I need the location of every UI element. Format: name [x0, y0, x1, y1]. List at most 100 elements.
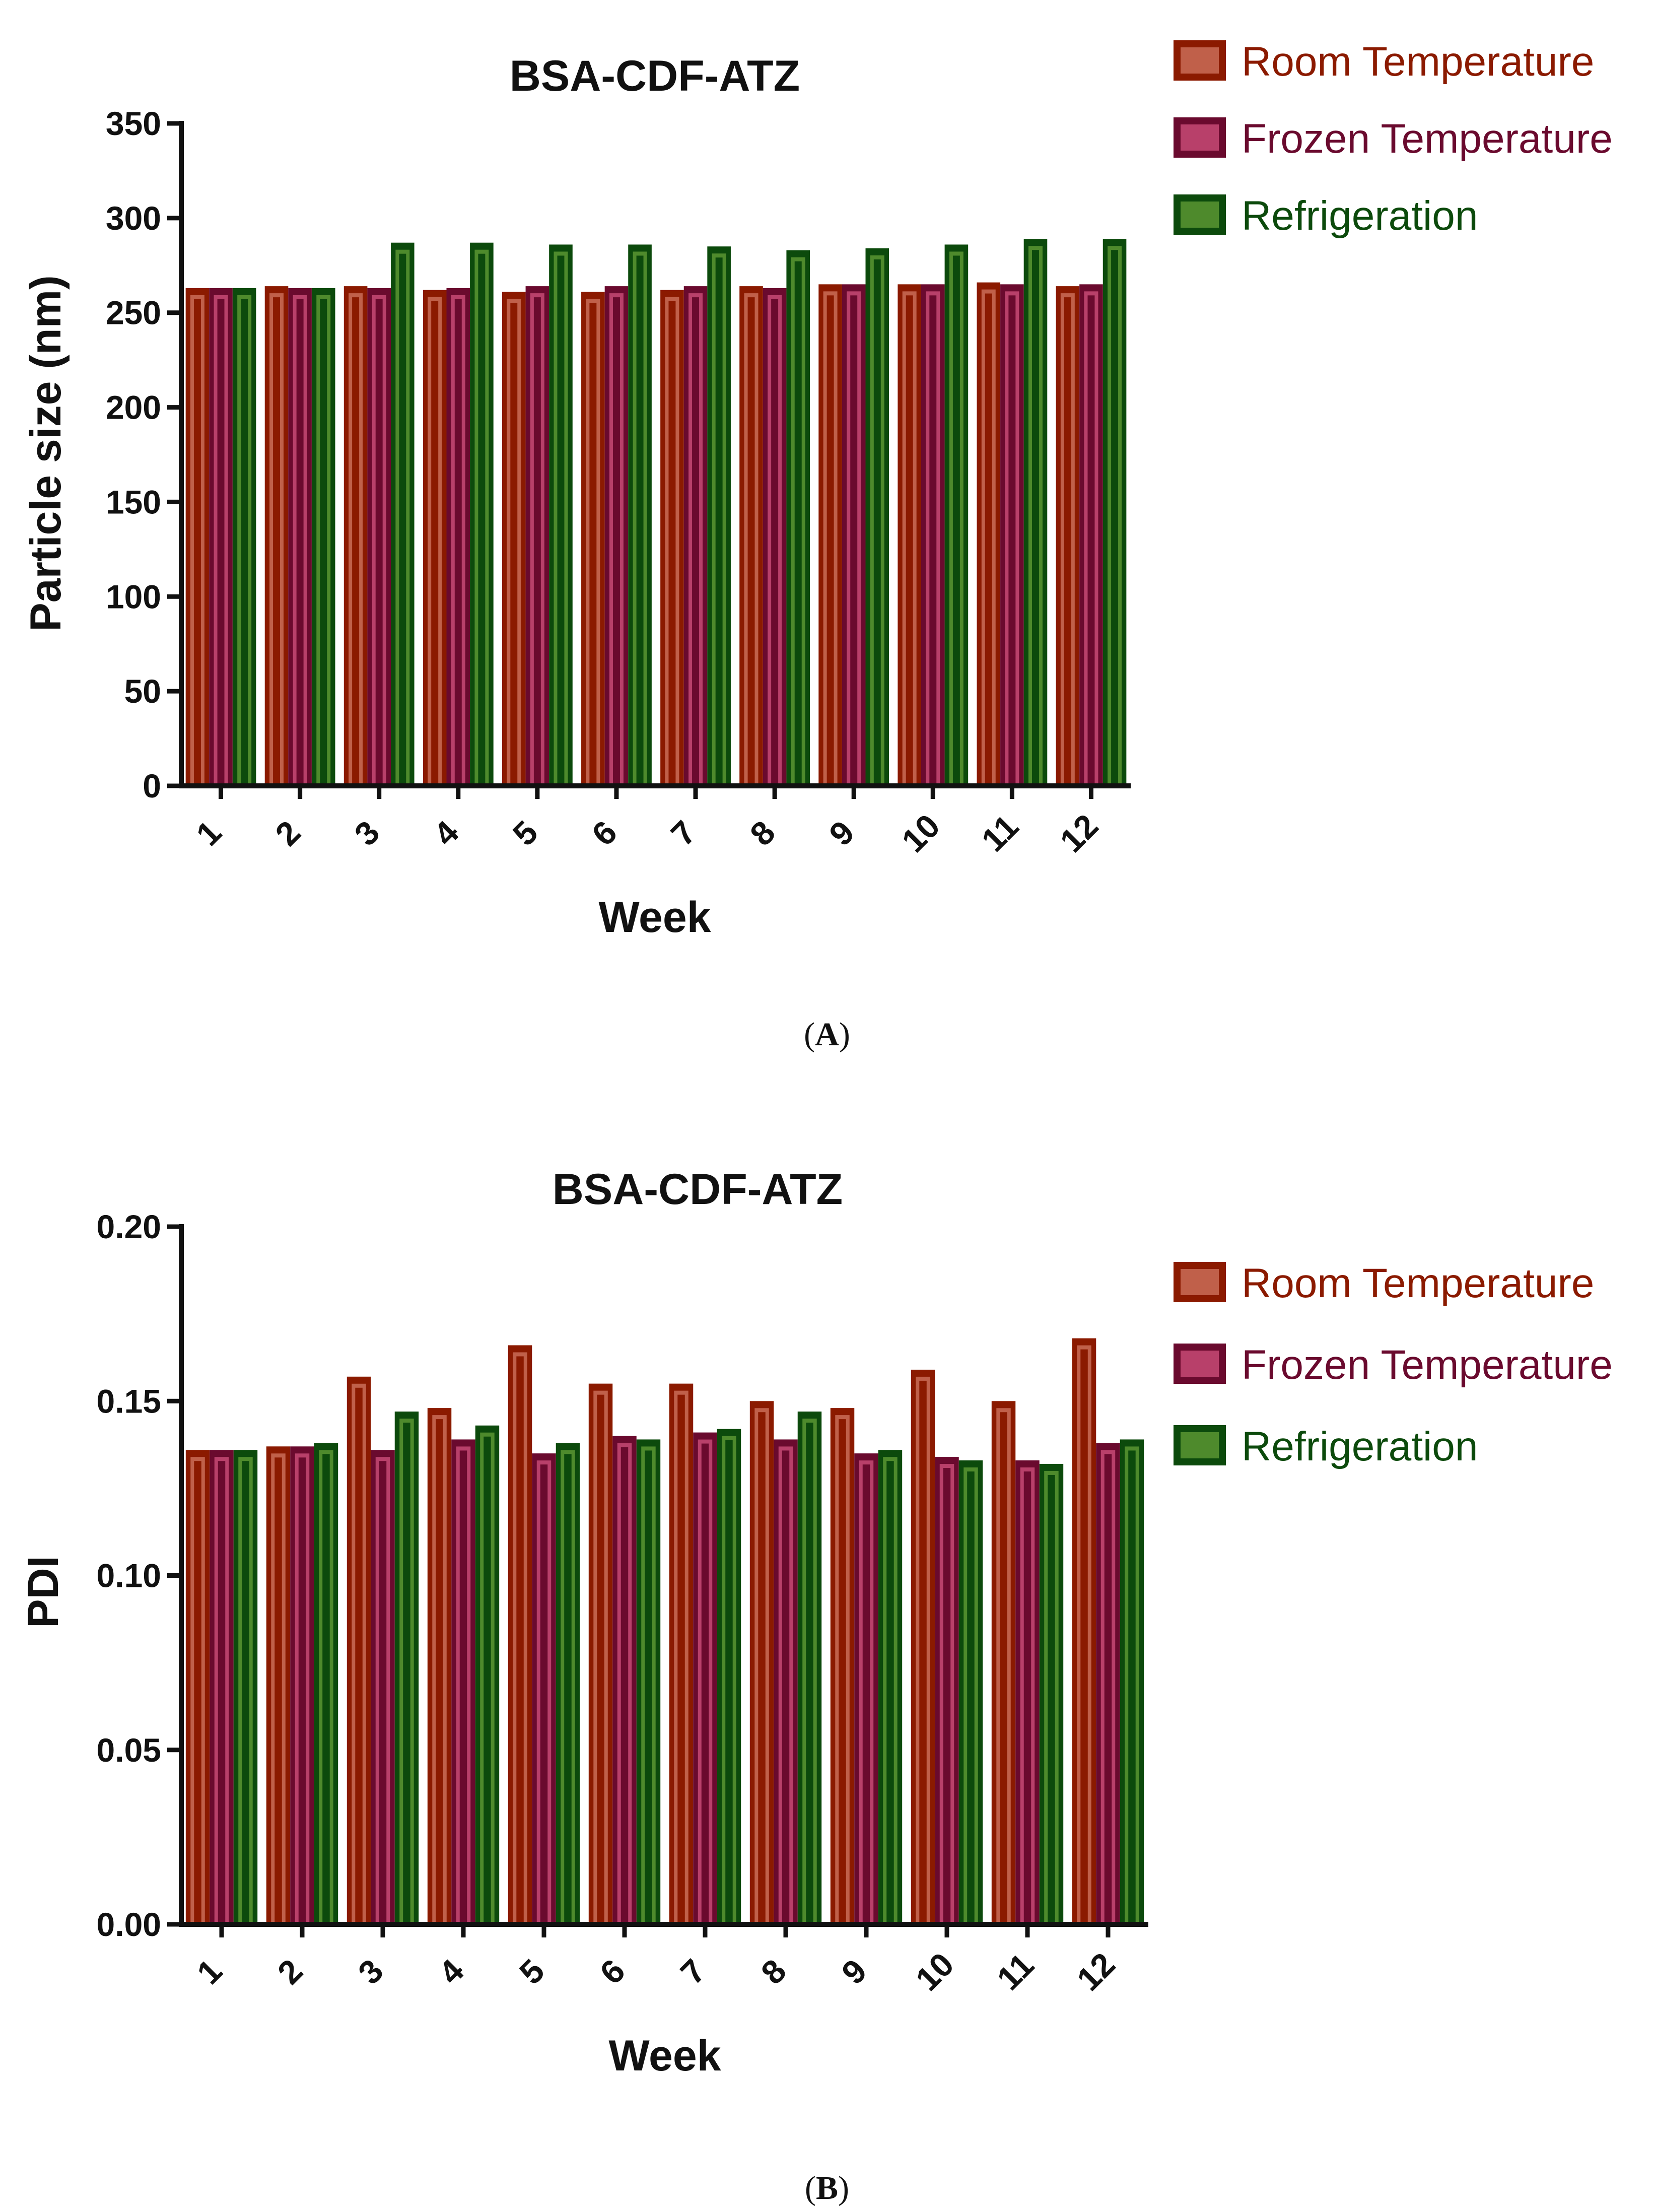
bar-refrigeration-core — [557, 255, 565, 786]
x-tick-label: 10 — [909, 1946, 961, 1998]
legend-label: Frozen Temperature — [1242, 1342, 1613, 1388]
bar-frozen — [371, 1450, 395, 1924]
bar-frozen — [604, 286, 629, 786]
bar-refrigeration — [797, 1412, 822, 1924]
bar-frozen-core — [454, 299, 462, 786]
plot-area: 0.000.050.100.150.201 2 3 4 5 6 7 8 9 10 11 12 — [97, 1208, 1148, 1998]
bar-frozen-core — [298, 1457, 306, 1924]
panel-label-letter: B — [816, 2170, 838, 2206]
panel-b: BSA-CDF-ATZ 0.000.050.100.150.201 2 3 4 5 6 7 8… — [19, 1165, 1613, 2206]
chart-title: BSA-CDF-ATZ — [510, 52, 800, 100]
legend-label: Room Temperature — [1242, 39, 1594, 85]
bar-frozen — [935, 1457, 959, 1924]
x-tick-label: 12 — [1070, 1946, 1122, 1998]
bar-refrigeration-core — [952, 255, 960, 786]
bar-room — [911, 1369, 935, 1924]
bar-room-core — [1064, 297, 1071, 786]
y-tick-label: 300 — [106, 199, 161, 237]
x-axis-title: Week — [598, 893, 711, 942]
y-axis-title: Particle size (nm) — [22, 275, 70, 631]
x-tick-label: 6 — [585, 814, 624, 853]
bar-refrigeration-core — [242, 1461, 249, 1924]
bar-refrigeration-core — [636, 255, 644, 786]
y-tick-label: 150 — [106, 483, 161, 520]
bar-frozen — [842, 284, 866, 786]
bar-frozen-core — [701, 1443, 709, 1924]
bar-room-core — [274, 1457, 282, 1924]
y-tick-label: 250 — [106, 294, 161, 331]
bar-refrigeration — [549, 244, 573, 786]
bar-frozen — [921, 284, 945, 786]
bar-frozen — [209, 288, 233, 786]
legend-label: Room Temperature — [1242, 1260, 1594, 1306]
bar-room-core — [589, 303, 597, 786]
bar-frozen-core — [296, 299, 304, 786]
bar-room-core — [839, 1419, 846, 1924]
legend-item-frozen: Frozen Temperature — [1174, 1342, 1613, 1388]
bar-refrigeration — [636, 1439, 661, 1924]
bar-frozen-core — [375, 299, 383, 786]
y-tick-label: 0.10 — [97, 1557, 161, 1594]
bar-refrigeration-core — [478, 253, 486, 786]
bar-room-core — [919, 1380, 927, 1924]
bar-room-core — [1080, 1349, 1088, 1924]
legend-swatch-inner — [1181, 202, 1219, 228]
x-tick-label: 11 — [990, 1946, 1041, 1997]
bar-room — [264, 286, 289, 786]
bar-room-core — [597, 1394, 604, 1924]
bar-room-core — [510, 303, 518, 786]
legend-label: Refrigeration — [1242, 1424, 1478, 1469]
bar-room — [898, 284, 921, 786]
bar-frozen-core — [533, 297, 541, 786]
bar-room — [749, 1401, 774, 1924]
bar-refrigeration — [865, 248, 889, 786]
bar-room-core — [352, 297, 360, 786]
legend: Room Temperature Frozen Temperature Refrig… — [1174, 39, 1613, 239]
bar-room — [1056, 286, 1080, 786]
bar-frozen — [854, 1453, 878, 1924]
bar-frozen-core — [929, 295, 937, 786]
bar-room — [347, 1376, 371, 1924]
bar-frozen — [446, 288, 470, 786]
bar-refrigeration — [958, 1460, 983, 1924]
x-tick-label: 2 — [268, 814, 307, 853]
bar-room-core — [436, 1419, 443, 1924]
bar-room-core — [193, 299, 201, 786]
x-tick-label: 3 — [347, 814, 386, 853]
x-tick-label: 1 — [190, 1952, 229, 1991]
bar-room — [508, 1345, 532, 1924]
legend-label: Refrigeration — [1242, 193, 1478, 239]
bar-frozen — [763, 288, 787, 786]
bar-refrigeration-core — [399, 253, 406, 786]
bar-refrigeration-core — [886, 1461, 894, 1924]
x-tick-label: 5 — [505, 814, 544, 853]
bar-room-core — [431, 301, 439, 786]
panel-label: (B) — [805, 2170, 849, 2206]
bar-frozen — [367, 288, 391, 786]
bar-room — [423, 290, 447, 786]
x-tick-label: 10 — [894, 807, 947, 859]
y-axis-title: PDI — [19, 1556, 67, 1628]
y-tick-label: 50 — [124, 673, 161, 710]
bar-frozen-core — [862, 1464, 870, 1924]
y-tick-label: 350 — [106, 105, 161, 142]
bar-refrigeration — [311, 288, 335, 786]
panel-label: (A) — [804, 1016, 850, 1053]
bar-refrigeration — [707, 246, 731, 786]
bar-room-core — [668, 301, 676, 786]
legend-item-frozen: Frozen Temperature — [1174, 116, 1613, 162]
bar-room — [427, 1408, 452, 1924]
panel-label-letter: A — [815, 1016, 839, 1053]
bar-frozen-core — [1104, 1454, 1112, 1924]
bar-refrigeration-core — [1031, 250, 1039, 786]
bar-frozen-core — [612, 297, 620, 786]
bar-refrigeration — [233, 1450, 258, 1924]
bar-room — [991, 1401, 1016, 1924]
bar-refrigeration — [944, 244, 969, 786]
bar-room — [266, 1446, 291, 1924]
bar-refrigeration-core — [873, 259, 881, 786]
bar-refrigeration — [786, 250, 810, 786]
bar-refrigeration-core — [564, 1454, 572, 1924]
bar-room-core — [516, 1356, 524, 1924]
